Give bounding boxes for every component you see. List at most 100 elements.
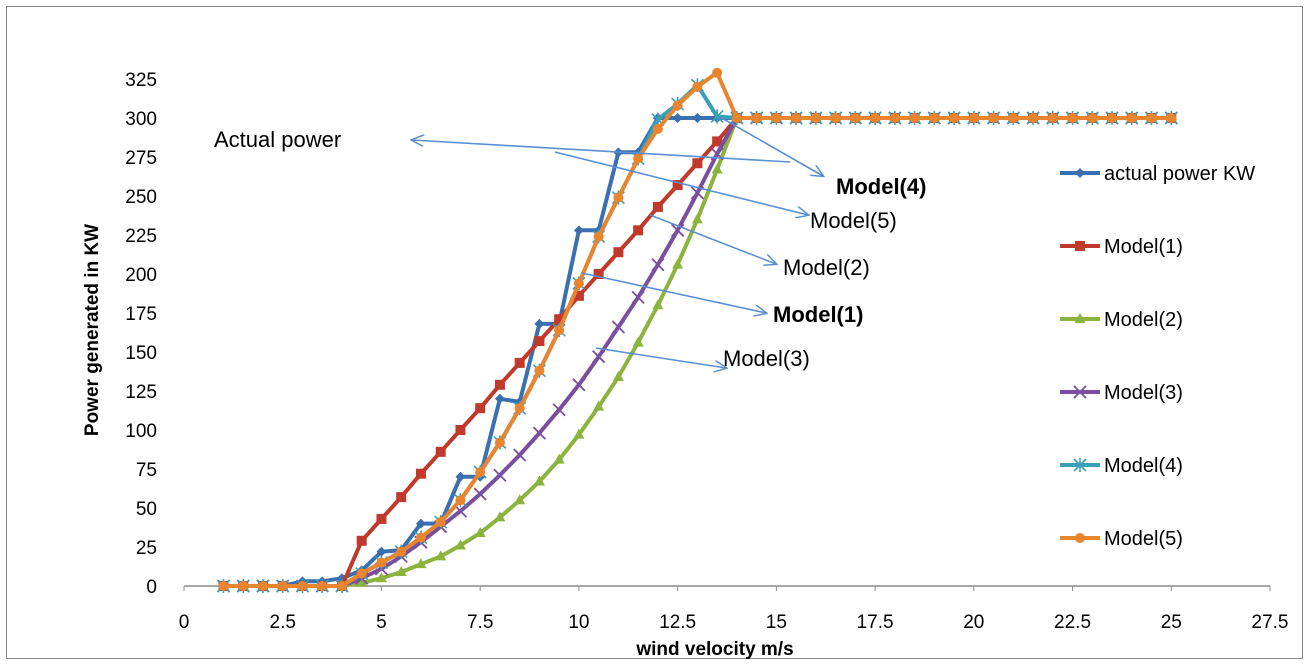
data-point (751, 113, 762, 123)
data-point (533, 475, 545, 486)
arrow-model-2 (649, 214, 776, 264)
legend-marker (1075, 241, 1085, 251)
data-point (1107, 113, 1118, 123)
data-point (633, 153, 644, 164)
series-5 (216, 78, 1178, 593)
legend-entry-5: Model(4) (1060, 455, 1183, 477)
axes: 0 2.5 5 7.5 10 12.5 15 17.5 20 22.5 25 27.5 0 25 50 75 1… (125, 70, 1288, 633)
data-point (218, 581, 229, 591)
data-point (968, 113, 979, 123)
data-point (1008, 113, 1019, 123)
series-layer (216, 67, 1178, 593)
legend-marker (1073, 385, 1087, 399)
data-point (534, 318, 545, 329)
data-point (396, 492, 407, 503)
data-point (1166, 113, 1177, 123)
x-tick-label: 17.5 (857, 612, 894, 633)
y-tick-label: 25 (136, 538, 157, 559)
data-point (376, 557, 387, 568)
data-point (613, 192, 624, 203)
legend-marker (1075, 533, 1085, 543)
data-point (1028, 113, 1039, 123)
legend-entry-4: Model(3) (1060, 382, 1183, 404)
data-point (631, 290, 645, 305)
data-point (356, 535, 367, 546)
annotation-model-5: Model(5) (810, 208, 897, 233)
y-axis-title: Power generated in KW (82, 224, 103, 436)
y-tick-label: 200 (125, 265, 157, 286)
y-tick-label: 225 (125, 226, 157, 247)
data-point (771, 113, 782, 123)
data-point (593, 400, 605, 411)
data-point (652, 299, 664, 310)
data-point (870, 113, 881, 123)
data-point (396, 546, 407, 557)
annotation-model-2: Model(2) (783, 255, 870, 280)
data-point (612, 370, 624, 381)
data-point (672, 113, 683, 123)
data-point (534, 365, 545, 376)
x-tick-label: 10 (568, 612, 589, 633)
legend-entry-2: Model(1) (1060, 236, 1183, 258)
data-point (395, 565, 407, 576)
data-point (455, 471, 466, 482)
data-point (415, 532, 426, 543)
data-point (632, 336, 644, 347)
series-4 (216, 111, 1178, 593)
legend-label: actual power KW (1104, 163, 1255, 185)
x-tick-label: 27.5 (1252, 612, 1289, 633)
data-point (652, 123, 663, 134)
data-point (670, 223, 685, 237)
data-point (553, 453, 565, 464)
legend-label: Model(3) (1104, 382, 1183, 404)
data-point (929, 113, 940, 123)
series-1 (218, 113, 1177, 591)
series-3 (217, 112, 1177, 590)
legend: actual power KW Model(1) Model(2) Model(3) M… (1060, 163, 1255, 550)
legend-label: Model(2) (1104, 309, 1183, 331)
x-tick-label: 20 (963, 612, 984, 633)
data-point (532, 426, 547, 440)
data-point (712, 136, 723, 147)
data-point (692, 113, 703, 123)
data-point (633, 225, 644, 236)
data-point (415, 558, 427, 569)
data-point (1126, 113, 1137, 123)
data-point (830, 113, 841, 123)
data-point (731, 113, 742, 123)
data-point (810, 113, 821, 123)
legend-label: Model(1) (1104, 236, 1183, 258)
y-tick-label: 0 (146, 577, 157, 598)
legend-entry-1: actual power KW (1060, 163, 1255, 185)
data-point (513, 448, 527, 462)
legend-entry-3: Model(2) (1060, 309, 1183, 331)
series-2 (218, 113, 1177, 591)
y-tick-label: 50 (136, 499, 157, 520)
data-point (710, 109, 724, 124)
y-tick-label: 325 (125, 70, 157, 91)
data-point (573, 428, 585, 439)
legend-label: Model(4) (1104, 455, 1183, 477)
data-point (554, 314, 565, 325)
data-point (1067, 113, 1078, 123)
data-point (573, 290, 584, 301)
data-point (454, 539, 466, 550)
data-point (691, 213, 703, 224)
data-point (593, 269, 604, 279)
data-point (611, 320, 626, 334)
data-point (475, 403, 486, 414)
data-point (376, 513, 387, 524)
data-point (889, 113, 900, 123)
data-point (651, 258, 665, 272)
data-point (613, 247, 624, 258)
data-point (493, 468, 507, 482)
arrow-actual-power (412, 140, 791, 163)
arrow-model-5 (554, 151, 808, 215)
data-point (711, 163, 723, 174)
data-point (297, 581, 308, 591)
x-tick-label: 25 (1161, 612, 1182, 633)
data-point (475, 467, 486, 478)
legend-marker (1075, 168, 1085, 178)
data-point (988, 113, 999, 123)
data-point (1087, 113, 1098, 123)
